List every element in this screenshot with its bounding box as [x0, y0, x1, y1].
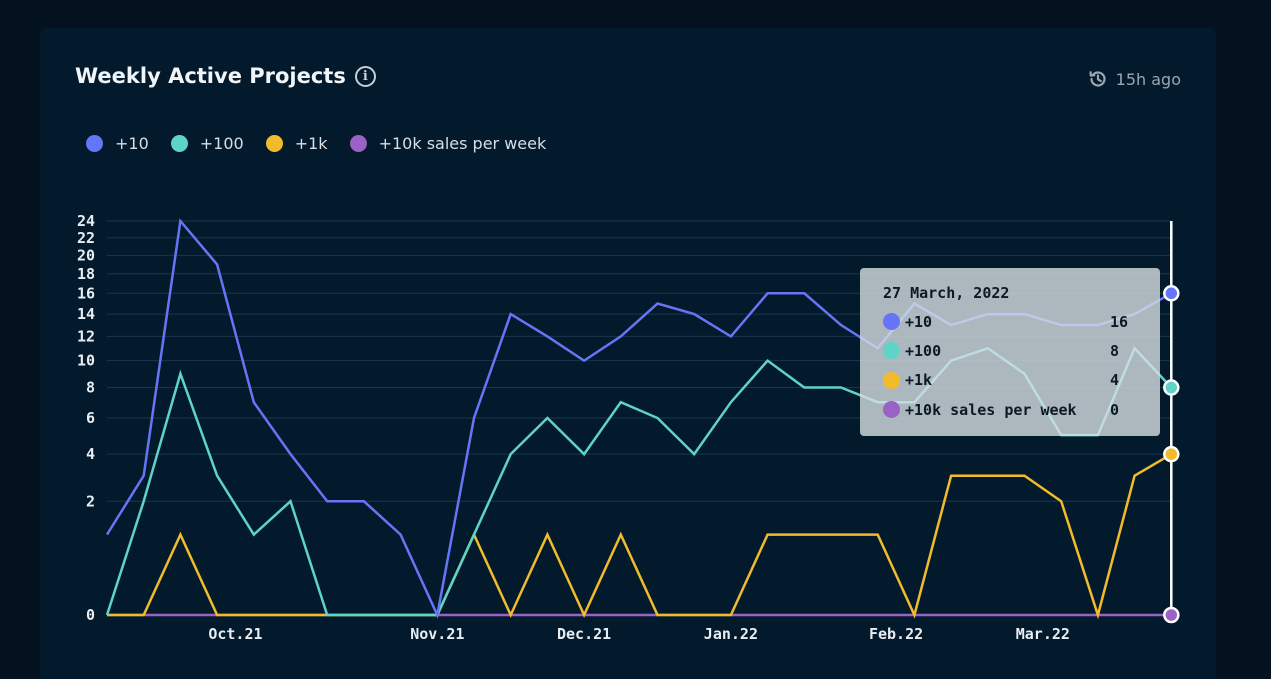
tooltip-value: 8 — [1110, 341, 1120, 360]
info-icon[interactable]: i — [354, 65, 376, 87]
hover-marker — [1163, 285, 1180, 302]
tooltip-row: +10k sales per week 0 — [883, 395, 1160, 424]
hover-marker — [1163, 606, 1180, 624]
legend-dot — [265, 135, 283, 152]
y-tick-label: 16 — [77, 284, 95, 302]
x-axis-ticks: Oct.21 Nov.21 Dec.21 Jan.22 Feb.22 Mar.22 — [208, 625, 1070, 643]
y-tick-label: 0 — [86, 606, 95, 624]
y-tick-label: 6 — [86, 409, 95, 427]
legend-item-plus100[interactable]: +100 — [170, 134, 244, 153]
chart-tooltip: 27 March, 2022 +10 16 +100 8 +1k 4 +10k … — [860, 268, 1160, 436]
tooltip-row: +10 16 — [883, 307, 1160, 336]
page-title: Weekly Active Projects — [75, 64, 346, 88]
tooltip-label: +1k — [905, 371, 933, 390]
legend-label: +10k sales per week — [378, 134, 547, 153]
hover-marker — [1163, 445, 1180, 463]
tooltip-label: +100 — [905, 341, 942, 360]
legend-item-plus10[interactable]: +10 — [86, 134, 149, 153]
x-tick-label: Dec.21 — [557, 625, 611, 643]
legend-dot — [86, 135, 103, 152]
y-tick-label: 10 — [77, 352, 95, 370]
x-tick-label: Mar.22 — [1016, 625, 1070, 643]
y-tick-label: 8 — [86, 379, 95, 397]
history-clock-icon — [1089, 71, 1106, 87]
tooltip-dot — [883, 371, 900, 389]
hover-markers — [1163, 285, 1180, 624]
tooltip-dot — [883, 313, 900, 331]
x-tick-label: Jan.22 — [704, 625, 758, 643]
x-tick-label: Oct.21 — [208, 625, 262, 643]
legend-label: +10 — [115, 134, 149, 153]
tooltip-dot — [883, 401, 900, 419]
y-tick-label: 20 — [77, 246, 95, 264]
legend-label: +100 — [199, 134, 244, 153]
tooltip-value: 4 — [1110, 371, 1120, 390]
legend-dot — [170, 135, 188, 152]
x-tick-label: Nov.21 — [410, 625, 464, 643]
hover-marker — [1163, 379, 1180, 396]
y-tick-label: 2 — [86, 492, 95, 510]
y-tick-label: 22 — [77, 229, 95, 247]
tooltip-label: +10k sales per week — [905, 400, 1077, 419]
tooltip-label: +10 — [905, 312, 933, 331]
legend-item-plus1k[interactable]: +1k — [265, 134, 328, 153]
tooltip-value: 16 — [1110, 312, 1129, 331]
legend-item-plus10k[interactable]: +10k sales per week — [349, 134, 547, 153]
y-tick-label: 12 — [77, 327, 95, 345]
x-tick-label: Feb.22 — [869, 625, 923, 643]
tooltip-row: +1k 4 — [883, 366, 1160, 395]
tooltip-date: 27 March, 2022 — [883, 284, 1010, 302]
y-tick-label: 4 — [86, 445, 95, 463]
legend-dot — [349, 135, 367, 152]
y-tick-label: 14 — [77, 305, 95, 323]
tooltip-value: 0 — [1110, 400, 1120, 419]
y-tick-label: 24 — [77, 212, 95, 230]
series-line[interactable] — [107, 453, 1172, 620]
last-updated: 15h ago — [1088, 69, 1181, 89]
chart-header: Weekly Active Projects i — [75, 64, 376, 88]
legend-label: +1k — [294, 134, 328, 153]
tooltip-dot — [883, 342, 900, 360]
y-tick-label: 18 — [77, 265, 95, 283]
chart-legend: +10 +100 +1k +10k sales per week — [86, 134, 568, 153]
updated-label: 15h ago — [1115, 69, 1181, 89]
tooltip-row: +100 8 — [883, 336, 1160, 365]
